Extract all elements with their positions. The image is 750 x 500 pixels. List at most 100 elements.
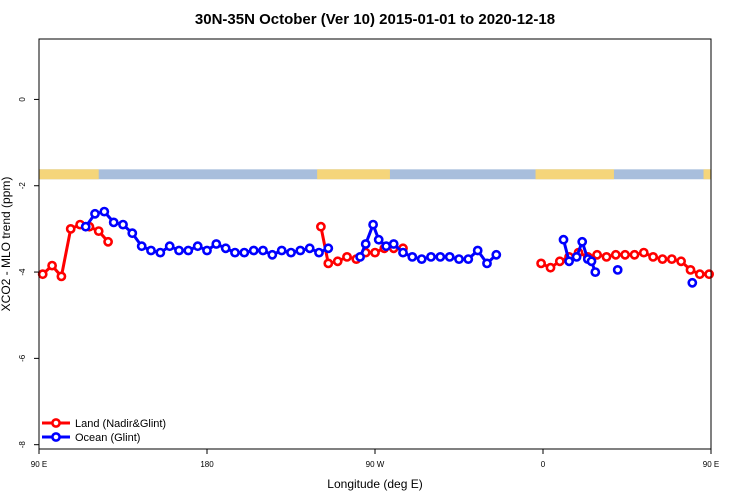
data-point [638, 247, 649, 258]
data-point [558, 234, 569, 245]
data-point [136, 241, 147, 252]
data-point [586, 256, 597, 267]
data-point [183, 245, 194, 256]
data-point [47, 260, 57, 271]
data-point [370, 247, 380, 258]
y-tick-label: -6 [18, 354, 27, 362]
legend-label-0: Land (Nadir&Glint) [75, 418, 166, 430]
x-tick-label: 180 [200, 460, 214, 469]
data-point [629, 249, 640, 260]
data-point [127, 228, 138, 239]
data-point [545, 262, 556, 273]
surface-type-band [39, 169, 711, 180]
data-point [323, 258, 334, 269]
data-point [248, 245, 259, 256]
data-point [694, 269, 705, 280]
data-point [407, 251, 418, 262]
data-point [146, 245, 156, 256]
data-point [99, 206, 110, 217]
data-point [564, 256, 574, 267]
data-point [620, 249, 630, 260]
band-land-0 [39, 169, 99, 180]
data-point [704, 269, 714, 280]
data-point [65, 223, 76, 234]
data-point [685, 264, 696, 275]
data-point [314, 247, 324, 258]
data-point [276, 245, 287, 256]
data-point [239, 247, 250, 258]
data-point [381, 241, 392, 252]
data-point [202, 245, 212, 256]
legend-marker-0 [51, 418, 61, 428]
legend: Land (Nadir&Glint) Ocean (Glint) [42, 418, 166, 444]
data-point [435, 251, 446, 262]
data-point [590, 267, 601, 277]
data-point [304, 243, 315, 254]
band-land-1 [317, 169, 390, 180]
x-axis: 90 E 180 90 W 0 90 E [31, 449, 719, 469]
data-point [577, 236, 588, 247]
y-axis-label: XCO2 - MLO trend (ppm) [0, 177, 13, 312]
data-point [56, 271, 67, 282]
data-point [676, 256, 686, 267]
data-point [267, 249, 278, 260]
data-point [93, 226, 104, 236]
y-tick-label: -2 [18, 182, 27, 190]
data-point [360, 239, 371, 249]
data-point [220, 243, 231, 254]
data-point [472, 245, 483, 256]
chart-title: 30N-35N October (Ver 10) 2015-01-01 to 2… [195, 11, 555, 28]
data-point [657, 254, 668, 264]
data-point [416, 254, 427, 264]
y-tick-label: -4 [18, 268, 27, 276]
data-point [666, 254, 677, 264]
data-point [536, 258, 546, 269]
x-axis-label: Longitude (deg E) [327, 477, 422, 491]
data-point [315, 221, 326, 232]
data-point [355, 251, 365, 262]
data-point [103, 236, 113, 247]
band-land-2 [535, 169, 614, 180]
data-point [368, 219, 378, 230]
x-tick-label: 90 W [366, 460, 385, 469]
data-point [342, 251, 352, 262]
data-point [37, 269, 48, 280]
data-point [571, 251, 582, 262]
x-tick-label: 90 E [703, 460, 719, 469]
data-point [323, 243, 334, 254]
data-point [192, 241, 203, 252]
data-point [454, 254, 464, 264]
data-point [164, 241, 175, 252]
data-point [332, 256, 343, 267]
y-tick-label: 0 [18, 97, 27, 102]
data-point [463, 254, 474, 264]
data-point [211, 239, 222, 249]
data-point [444, 251, 455, 262]
data-point [388, 239, 399, 249]
data-point [610, 249, 621, 260]
data-point [90, 208, 100, 219]
data-point [491, 249, 502, 260]
data-point [601, 251, 612, 262]
data-point [155, 247, 166, 258]
band-land-3 [703, 169, 711, 180]
y-axis: 0 -2 -4 -6 -8 [18, 97, 39, 449]
series-layer [37, 206, 714, 288]
data-point [80, 221, 91, 232]
data-point [426, 251, 436, 262]
data-point [612, 264, 623, 275]
data-point [592, 249, 602, 260]
y-tick-label: -8 [18, 441, 27, 449]
x-tick-label: 90 E [31, 460, 47, 469]
data-point [482, 258, 492, 269]
data-point [373, 234, 384, 245]
data-point [398, 247, 408, 258]
data-point [286, 247, 296, 258]
data-point [648, 251, 658, 262]
data-point [687, 277, 698, 288]
series-1 [80, 206, 698, 288]
data-point [174, 245, 184, 256]
data-point [108, 217, 119, 228]
x-tick-label: 0 [541, 460, 546, 469]
